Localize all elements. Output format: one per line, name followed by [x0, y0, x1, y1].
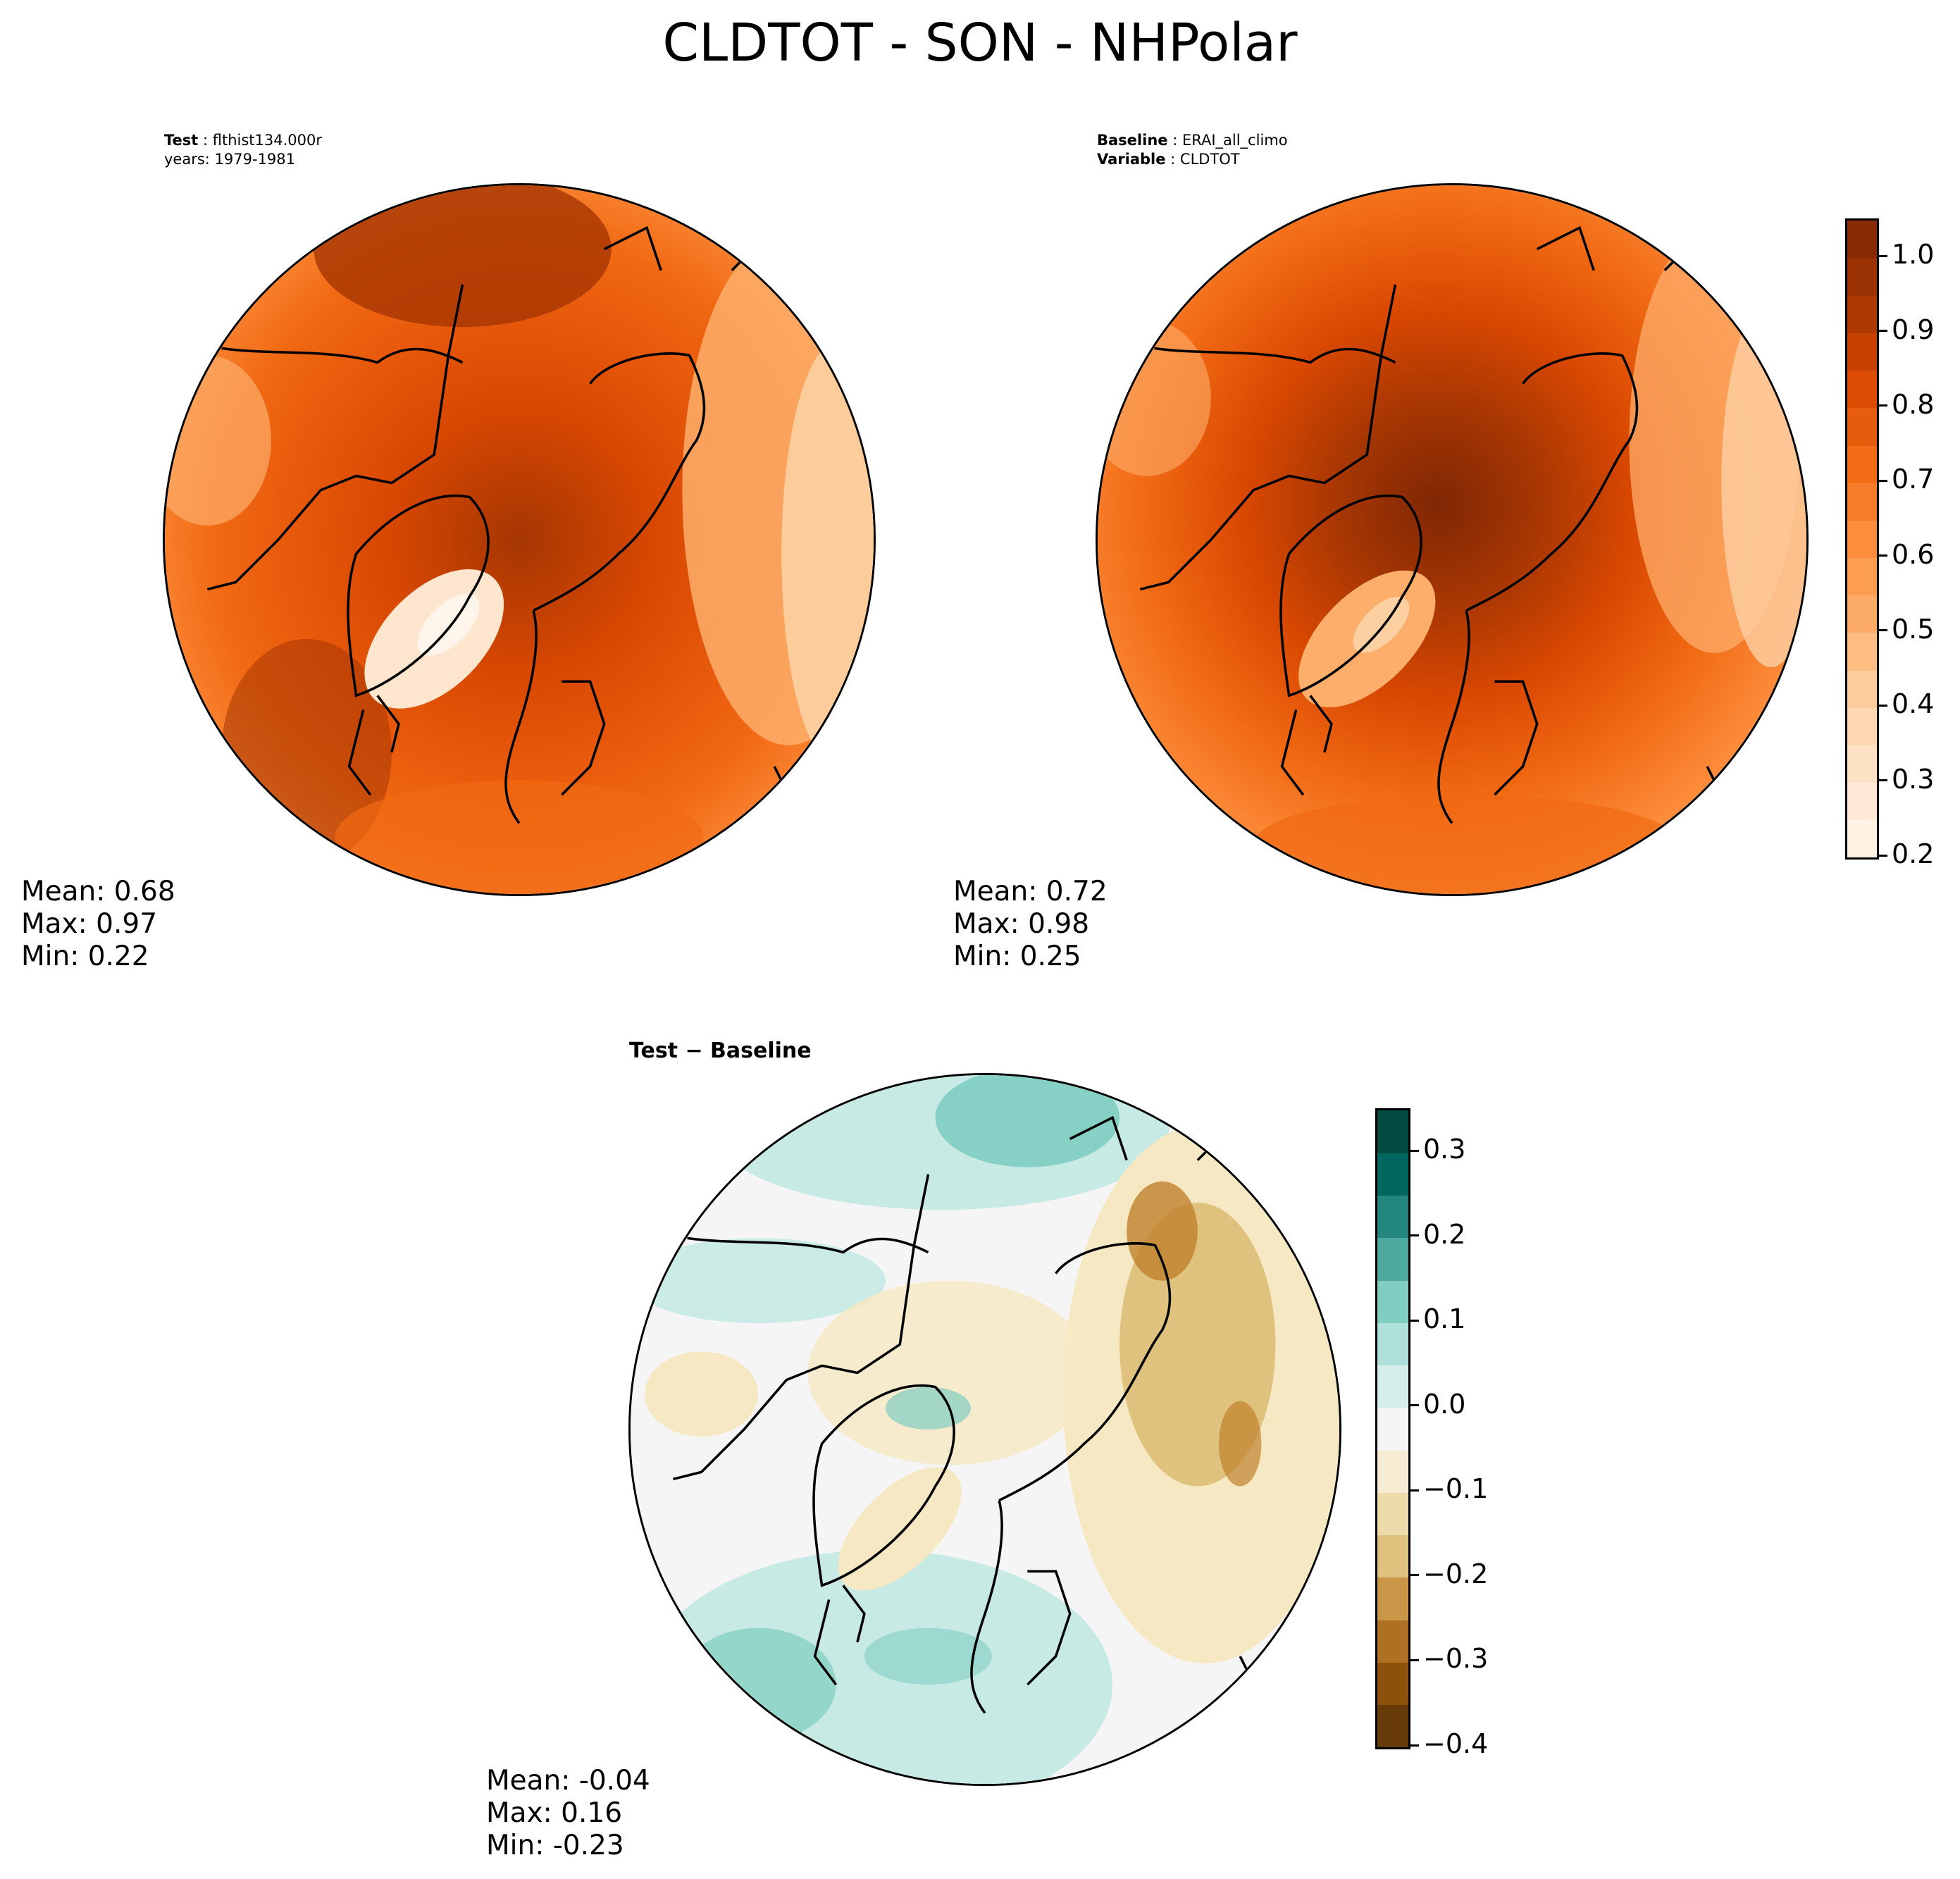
baseline-header: Baseline : ERAI_all_climo Variable : CLD…	[1097, 132, 1288, 168]
colorbar-segment	[1377, 1407, 1408, 1451]
diff-colorbar-tick-label: 0.3	[1423, 1134, 1466, 1165]
diff-colorbar-tick-label: −0.1	[1423, 1473, 1489, 1505]
colorbar-tick-mark	[1879, 254, 1887, 257]
colorbar-segment	[1847, 520, 1877, 559]
colorbar-segment	[1847, 670, 1877, 708]
test-label: Test	[164, 132, 199, 149]
colorbar-segment	[1377, 1662, 1408, 1706]
colorbar-segment	[1847, 445, 1877, 483]
colorbar-ticks: 0.2 0.3 0.4 0.5 0.6 0.7 0.8 0.9 1.0	[1879, 218, 1960, 869]
colorbar-tick-label: 0.3	[1892, 763, 1935, 795]
colorbar-segment	[1377, 1237, 1408, 1281]
diff-max: Max: 0.16	[486, 1797, 623, 1829]
colorbar-segment	[1377, 1195, 1408, 1239]
diff-title: Test − Baseline	[629, 1038, 812, 1063]
figure-title: CLDTOT - SON - NHPolar	[662, 13, 1298, 73]
colorbar-tick-mark	[1879, 629, 1887, 632]
colorbar-tick-label: 0.8	[1892, 388, 1935, 420]
colorbar-segment	[1377, 1704, 1408, 1748]
variable-name: CLDTOT	[1179, 151, 1240, 168]
diff-colorbar-tick-mark	[1410, 1489, 1419, 1492]
colorbar-tick-mark	[1879, 330, 1887, 333]
colorbar-tick-label: 0.7	[1892, 464, 1935, 495]
colorbar-segment	[1847, 782, 1877, 821]
colorbar-segment	[1847, 745, 1877, 783]
colorbar-segment	[1377, 1492, 1408, 1536]
colorbar-tick-mark	[1879, 704, 1887, 707]
colorbar-segment	[1377, 1153, 1408, 1196]
colorbar-segment	[1377, 1620, 1408, 1663]
test-case-name: flthist134.000r	[212, 132, 323, 149]
colorbar-segment	[1847, 557, 1877, 596]
colorbar-segment	[1377, 1322, 1408, 1366]
colorbar-segment	[1847, 333, 1877, 371]
diff-colorbar-tick-label: −0.3	[1423, 1643, 1489, 1675]
colorbar-segment	[1377, 1365, 1408, 1408]
diff-colorbar-tick-label: 0.0	[1423, 1388, 1466, 1420]
test-min: Min: 0.22	[21, 941, 149, 972]
variable-label: Variable	[1097, 151, 1166, 168]
diff-colorbar-ticks: −0.4 −0.3 −0.2 −0.1 0.0 0.1 0.2 0.3	[1410, 1108, 1523, 1759]
colorbar-segment	[1847, 258, 1877, 296]
test-max: Max: 0.97	[21, 908, 158, 940]
baseline-mean: Mean: 0.72	[953, 876, 1108, 907]
diff-colorbar-tick-mark	[1410, 1234, 1419, 1237]
baseline-case-name: ERAI_all_climo	[1181, 132, 1288, 149]
diff-colorbar-tick-label: 0.1	[1423, 1303, 1466, 1335]
colorbar-segment	[1847, 295, 1877, 334]
diff-colorbar-tick-mark	[1410, 1149, 1419, 1152]
colorbar-tick-label: 0.4	[1892, 688, 1935, 720]
diff-colorbar-tick-mark	[1410, 1319, 1419, 1322]
colorbar-segment	[1377, 1534, 1408, 1578]
diff-colorbar-tick-mark	[1410, 1658, 1419, 1661]
baseline-min: Min: 0.25	[953, 941, 1081, 972]
colorbar-tick-mark	[1879, 854, 1887, 857]
colorbar-tick-label: 0.5	[1892, 613, 1935, 645]
colorbar-segment	[1377, 1450, 1408, 1493]
colorbar-tick-label: 0.9	[1892, 314, 1935, 345]
colorbar-tick-label: 0.2	[1892, 838, 1935, 869]
test-stats: Mean: 0.68 Max: 0.97 Min: 0.22	[21, 876, 175, 973]
test-header: Test : flthist134.000r years: 1979-1981	[164, 132, 323, 168]
test-polar-map	[163, 183, 876, 896]
colorbar-tick-mark	[1879, 404, 1887, 407]
diff-colorbar	[1375, 1108, 1410, 1749]
test-mean: Mean: 0.68	[21, 876, 175, 907]
colorbar-segment	[1847, 483, 1877, 521]
colorbar-tick-mark	[1879, 554, 1887, 557]
colorbar-segment	[1377, 1577, 1408, 1620]
diff-mean: Mean: -0.04	[486, 1765, 650, 1797]
baseline-polar-map	[1096, 183, 1809, 896]
diff-colorbar-tick-label: 0.2	[1423, 1218, 1466, 1250]
colorbar-segment	[1847, 819, 1877, 858]
colorbar-segment	[1847, 595, 1877, 633]
test-years: years: 1979-1981	[164, 151, 296, 168]
diff-colorbar-tick-mark	[1410, 1404, 1419, 1407]
colorbar-segment	[1847, 370, 1877, 409]
test-baseline-colorbar	[1845, 218, 1879, 860]
diff-min: Min: -0.23	[486, 1830, 624, 1861]
colorbar-segment	[1847, 221, 1877, 259]
diff-polar-map	[628, 1073, 1341, 1786]
diff-colorbar-tick-mark	[1410, 1744, 1419, 1747]
colorbar-segment	[1377, 1280, 1408, 1323]
colorbar-tick-label: 0.6	[1892, 538, 1935, 570]
baseline-max: Max: 0.98	[953, 908, 1090, 940]
diff-colorbar-tick-label: −0.2	[1423, 1558, 1489, 1589]
diff-stats: Mean: -0.04 Max: 0.16 Min: -0.23	[486, 1765, 650, 1862]
colorbar-segment	[1847, 407, 1877, 446]
colorbar-segment	[1847, 707, 1877, 745]
diff-colorbar-tick-mark	[1410, 1574, 1419, 1577]
colorbar-tick-label: 1.0	[1892, 239, 1935, 271]
diff-colorbar-tick-label: −0.4	[1423, 1728, 1489, 1759]
colorbar-tick-mark	[1879, 779, 1887, 782]
colorbar-segment	[1377, 1110, 1408, 1153]
colorbar-tick-mark	[1879, 479, 1887, 482]
colorbar-segment	[1847, 632, 1877, 671]
baseline-label: Baseline	[1097, 132, 1168, 149]
baseline-stats: Mean: 0.72 Max: 0.98 Min: 0.25	[953, 876, 1108, 973]
